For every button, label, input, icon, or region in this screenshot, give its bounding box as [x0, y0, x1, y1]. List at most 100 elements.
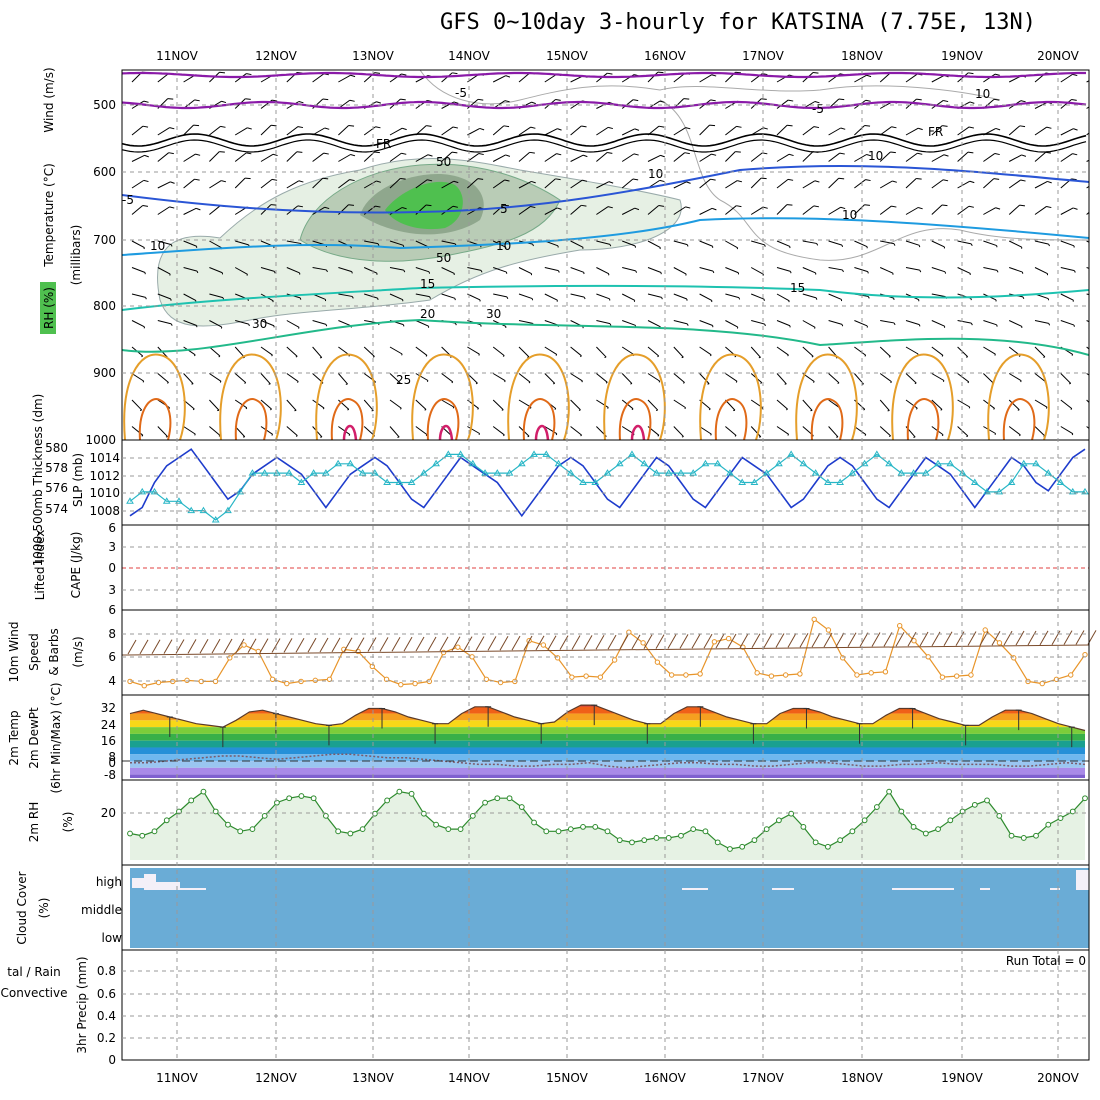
wind10m-barb [211, 638, 221, 654]
rh2m-point [371, 810, 378, 817]
thickness-line [129, 453, 1085, 521]
temp2m-tick: 8 [108, 750, 116, 764]
rh2m-point [910, 824, 917, 830]
rh2m-fill [130, 791, 1085, 860]
wind10m-barb [175, 639, 185, 654]
wind-barb-flag [840, 206, 846, 210]
wind-barb-flag [529, 151, 535, 154]
wind-barb [673, 346, 684, 358]
wind-barb-flag [684, 152, 690, 155]
wind10m-barb [199, 638, 209, 654]
wind-barb [647, 240, 661, 249]
wind-barb [544, 128, 558, 136]
thickness-point [322, 469, 330, 476]
wind-barb [983, 267, 998, 271]
wind-barb [157, 206, 170, 215]
wind-barb [622, 320, 636, 326]
date-label-top: 14NOV [448, 49, 490, 63]
wind-barb [131, 267, 146, 273]
wind-barb-flag [529, 407, 532, 409]
wind-barb [879, 72, 891, 83]
contour-label: 30 [252, 317, 267, 331]
thickness-point [407, 478, 416, 485]
wind-barb [312, 152, 325, 162]
wind10m-barb [343, 637, 353, 653]
wind-barb-flag [763, 127, 768, 130]
date-label-top: 11NOV [156, 49, 198, 63]
wind10m-barb [139, 639, 149, 655]
wind-barb-flag [425, 204, 432, 207]
wind-barb [776, 153, 790, 162]
wind-barb-flag [941, 204, 948, 207]
contour-label: -5 [812, 102, 824, 116]
date-label-top: 17NOV [742, 49, 784, 63]
temp-band [130, 733, 1085, 741]
thickness-point [689, 469, 698, 476]
contour-label: 10 [150, 239, 165, 253]
wind-barb-flag [1046, 205, 1052, 209]
contour-label: 20 [420, 307, 435, 321]
wind-barb [673, 181, 687, 189]
wind-barb [983, 153, 996, 162]
rh2m-point [641, 837, 648, 844]
wind-barb-flag [557, 207, 562, 210]
wind10m-point [982, 627, 988, 633]
wind-barb-flag [993, 408, 995, 410]
wind-barb [673, 320, 688, 325]
contour-label: FR [376, 137, 391, 151]
wind-barb [260, 399, 272, 410]
wind-barb-flag [892, 180, 897, 183]
wind-barb-flag [970, 243, 973, 247]
thickness-point [1044, 469, 1053, 476]
thickness-point [824, 478, 832, 485]
wind-barb [673, 293, 688, 300]
wind-barb-flag [710, 99, 716, 102]
wind-barb-flag [1019, 434, 1021, 437]
wind-barb [570, 240, 584, 248]
wind-barb [544, 73, 557, 83]
wind-barb-flag [942, 380, 945, 383]
wind-barb-flag [1019, 204, 1026, 207]
wind10m-point [968, 672, 974, 678]
temp-contour-warm [795, 353, 858, 440]
wind-barb [467, 293, 481, 301]
wind10m-barb [799, 632, 809, 648]
wind-barb-flag [400, 407, 402, 410]
wind-barb-flag [272, 153, 278, 157]
wind-barb [931, 125, 943, 136]
wind-barb-flag [786, 204, 793, 206]
wind-barb [389, 267, 404, 271]
wind-barb-flag [633, 153, 639, 156]
wind-barb [854, 125, 865, 136]
precip-panel [121, 949, 1090, 1061]
temp2m-tick: -8 [104, 768, 116, 782]
contour-label: 15 [420, 277, 435, 291]
wind-barb [234, 267, 248, 275]
wind-barb-flag [557, 270, 560, 273]
thickness-point [615, 459, 624, 467]
date-label-bottom: 11NOV [156, 1071, 198, 1085]
wind-barb [157, 373, 169, 383]
wind-barb-flag [478, 152, 484, 156]
contour-label: FR [928, 125, 943, 139]
wind-barb-flag [1098, 381, 1099, 382]
wind-barb [621, 128, 636, 136]
wind-barb [1060, 153, 1073, 162]
wind-barb-flag [270, 408, 272, 411]
wind-barb-flag [580, 355, 582, 358]
wind10m-barb [607, 634, 617, 650]
wind-barb [1008, 179, 1021, 189]
contour-label: 10 [868, 149, 883, 163]
temp-contour-5 [122, 164, 1089, 214]
wind-barb [441, 373, 454, 383]
wind10m-barb [787, 633, 797, 648]
wind10m-barb [1027, 630, 1037, 646]
thickness-point [897, 469, 906, 476]
wind-barb-flag [995, 127, 1001, 131]
wind-barb [338, 399, 350, 410]
wind-barb-flag [1070, 408, 1073, 410]
cloud-gap [132, 878, 144, 888]
wind-barb-flag [377, 243, 380, 246]
wind10m-barb [415, 636, 425, 652]
